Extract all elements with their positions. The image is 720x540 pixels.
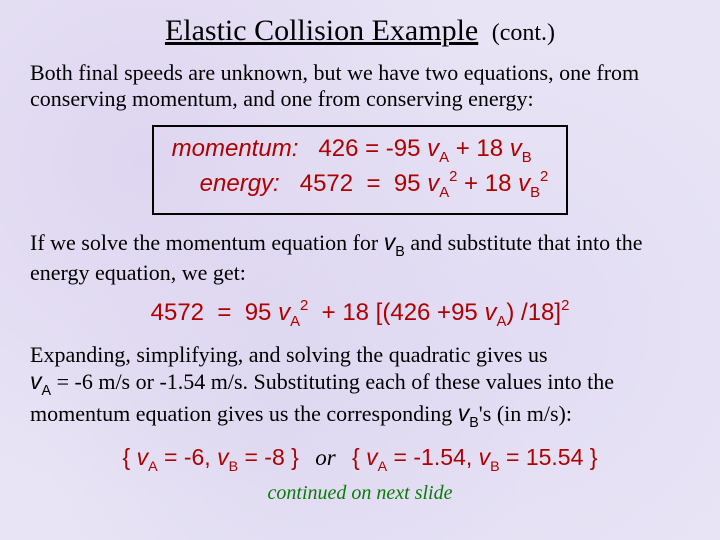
para3-a: Expanding, simplifying, and solving the … [30, 342, 548, 367]
sol2-va-var: v [366, 444, 378, 470]
energy-t1-var: v [427, 170, 439, 197]
slide-title: Elastic Collision Example (cont.) [30, 14, 690, 48]
momentum-t2-sub: B [522, 150, 532, 166]
momentum-equation: momentum: 426 = -95 vA + 18 vB [172, 133, 549, 168]
solutions-wrap: { vA = -6, vB = -8 } or { vA = -1.54, vB… [30, 444, 690, 475]
energy-t1-coef: 95 [394, 170, 421, 197]
paragraph-3: Expanding, simplifying, and solving the … [30, 342, 690, 432]
para3-vb-var: v [458, 400, 470, 426]
eq2-inner-a: 426 [390, 299, 430, 326]
para2-vb: vB [384, 229, 405, 255]
solutions-or: or [315, 445, 335, 470]
eq2-inner-b-sub: A [496, 314, 506, 330]
energy-lhs: 4572 [300, 170, 353, 197]
para2-vb-var: v [384, 229, 396, 255]
eq2-inner-div: 18 [528, 299, 555, 326]
eq2-t1-sub: A [290, 314, 300, 330]
sol2-vb-sub: B [490, 459, 500, 475]
para3-va-sub: A [42, 383, 52, 399]
para3-va: vA [30, 368, 51, 394]
momentum-t2-var: v [510, 135, 522, 162]
energy-t2-sub: B [530, 185, 540, 201]
paragraph-2: If we solve the momentum equation for vB… [30, 229, 690, 287]
energy-equation: energy: 4572 = 95 vA2 + 18 vB2 [172, 168, 549, 203]
substituted-equation: 4572 = 95 vA2 + 18 [(426 +95 vA) /18]2 [151, 299, 570, 330]
para3-vb-sub: B [469, 415, 479, 431]
energy-t1-sub: A [439, 185, 449, 201]
para3-vb: vB [458, 400, 479, 426]
para2-a: If we solve the momentum equation for [30, 230, 384, 255]
energy-t2-var: v [518, 170, 530, 197]
eq2-inner-b-coef: 95 [451, 299, 478, 326]
equation-box-wrap: momentum: 426 = -95 vA + 18 vB energy: 4… [30, 125, 690, 215]
equation-box: momentum: 426 = -95 vA + 18 vB energy: 4… [152, 125, 569, 215]
eq2-lhs: 4572 [151, 299, 204, 326]
energy-t2-coef: 18 [485, 170, 512, 197]
sol1-va-var: v [137, 444, 149, 470]
momentum-label: momentum: [172, 135, 299, 162]
solutions: { vA = -6, vB = -8 } or { vA = -1.54, vB… [123, 444, 598, 475]
substituted-equation-wrap: 4572 = 95 vA2 + 18 [(426 +95 vA) /18]2 [30, 299, 690, 330]
para3-c: 's (in m/s): [479, 401, 572, 426]
energy-t2-sup: 2 [540, 169, 548, 185]
sol1-vb-val: -8 [264, 444, 284, 470]
title-cont: (cont.) [492, 20, 555, 46]
sol1-va-val: -6 [184, 444, 204, 470]
energy-label: energy: [200, 170, 280, 197]
eq2-t1-coef: 95 [245, 299, 272, 326]
eq2-inner-b-var: v [484, 299, 496, 326]
momentum-t1-sub: A [439, 150, 449, 166]
paragraph-1: Both final speeds are unknown, but we ha… [30, 60, 690, 113]
sol1-vb-var: v [217, 444, 229, 470]
momentum-t1-var: v [427, 135, 439, 162]
eq2-t2-coef: 18 [342, 299, 369, 326]
para3-va-var: v [30, 368, 42, 394]
energy-t1-sup: 2 [449, 169, 457, 185]
title-main: Elastic Collision Example [165, 14, 478, 47]
eq2-t1-sup: 2 [300, 298, 308, 314]
momentum-t1-coef: -95 [386, 135, 421, 162]
sol2-vb-var: v [479, 444, 491, 470]
sol2-vb-val: 15.54 [526, 444, 584, 470]
sol1-va-sub: A [148, 459, 158, 475]
sol1-vb-sub: B [229, 459, 239, 475]
eq2-outer-sup: 2 [561, 298, 569, 314]
footer-note: continued on next slide [30, 482, 690, 505]
momentum-t2-coef: 18 [476, 135, 503, 162]
sol2-va-val: -1.54 [413, 444, 465, 470]
momentum-lhs: 426 [318, 135, 358, 162]
sol2-va-sub: A [378, 459, 388, 475]
para2-vb-sub: B [395, 244, 405, 260]
slide: Elastic Collision Example (cont.) Both f… [0, 0, 720, 540]
eq2-t1-var: v [278, 299, 290, 326]
